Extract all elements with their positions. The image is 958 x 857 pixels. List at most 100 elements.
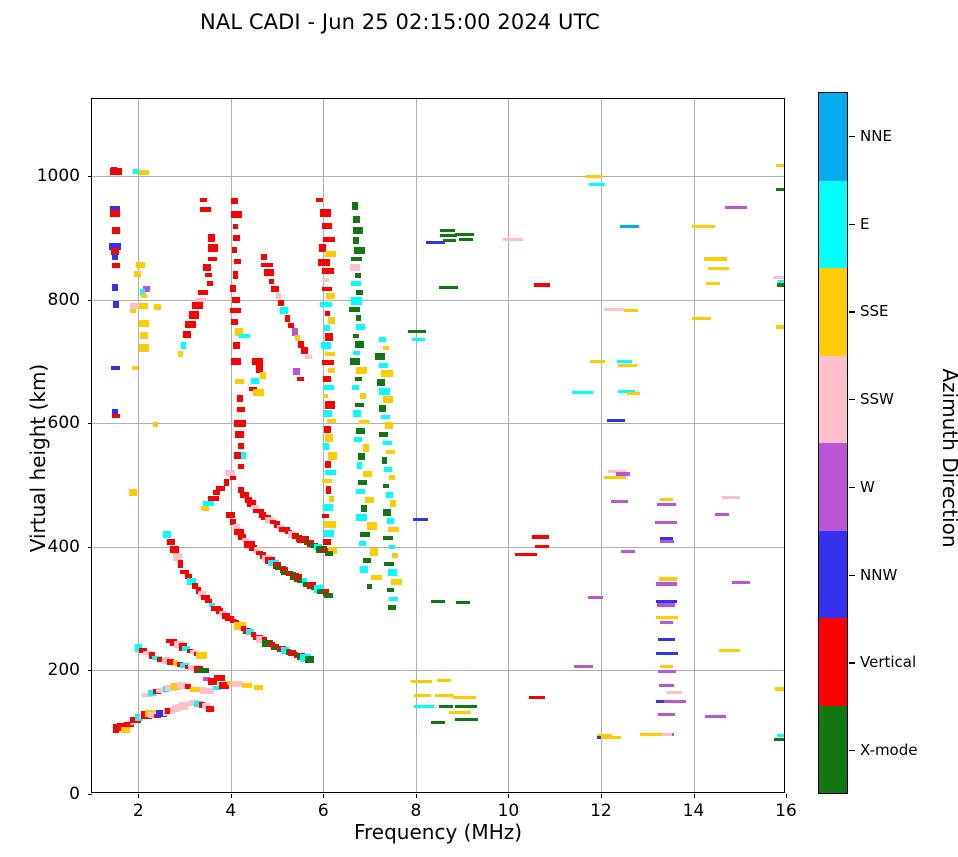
echo-marker xyxy=(573,665,594,669)
echo-marker xyxy=(601,735,621,739)
echo-marker xyxy=(381,456,388,464)
echo-marker xyxy=(222,613,231,619)
echo-marker xyxy=(239,492,250,499)
horizontal-gridline xyxy=(92,299,784,301)
echo-marker xyxy=(355,315,361,322)
echo-marker xyxy=(254,685,264,691)
echo-marker xyxy=(379,387,390,395)
echo-marker xyxy=(139,332,148,339)
echo-marker xyxy=(391,552,399,559)
echo-marker xyxy=(588,595,603,600)
horizontal-gridline xyxy=(92,670,784,672)
echo-marker xyxy=(354,272,362,278)
echo-marker xyxy=(238,442,244,449)
echo-marker xyxy=(182,331,191,338)
echo-marker xyxy=(252,508,265,514)
echo-marker xyxy=(250,505,260,510)
echo-marker xyxy=(321,222,333,229)
x-tick-mark xyxy=(786,794,787,798)
echo-marker xyxy=(731,581,750,585)
colorbar-band-ssw xyxy=(819,355,847,443)
echo-marker xyxy=(148,689,157,696)
echo-marker xyxy=(208,244,219,252)
echo-marker xyxy=(279,307,289,315)
echo-marker xyxy=(112,409,119,416)
echo-marker xyxy=(170,683,182,690)
echo-marker xyxy=(324,521,337,528)
echo-marker xyxy=(232,235,240,241)
echo-marker xyxy=(195,586,202,594)
echo-marker xyxy=(354,437,362,442)
echo-marker xyxy=(659,540,674,544)
echo-marker xyxy=(775,687,784,691)
echo-marker xyxy=(325,310,331,317)
echo-marker xyxy=(355,402,364,407)
echo-marker xyxy=(141,692,153,698)
echo-marker xyxy=(442,238,456,243)
echo-marker xyxy=(230,285,237,293)
echo-marker xyxy=(284,314,290,322)
echo-marker xyxy=(322,268,334,275)
echo-marker xyxy=(199,207,211,212)
echo-marker xyxy=(237,394,243,403)
echo-marker xyxy=(358,479,368,486)
echo-marker xyxy=(389,500,396,508)
echo-marker xyxy=(292,368,301,375)
echo-marker xyxy=(208,256,217,262)
echo-marker xyxy=(655,651,678,655)
y-tick-label: 600 xyxy=(47,413,80,434)
colorbar-tick xyxy=(849,223,855,225)
echo-marker xyxy=(153,304,162,311)
echo-marker xyxy=(657,670,676,674)
echo-marker xyxy=(352,333,359,338)
echo-marker xyxy=(153,421,159,428)
echo-marker xyxy=(248,544,258,552)
echo-marker xyxy=(140,289,146,296)
echo-marker xyxy=(143,285,150,292)
echo-marker xyxy=(143,651,152,656)
echo-marker xyxy=(659,498,674,502)
echo-marker xyxy=(234,622,246,630)
echo-marker xyxy=(354,376,362,382)
x-tick-label: 16 xyxy=(775,801,797,821)
echo-marker xyxy=(355,513,367,521)
echo-marker xyxy=(323,376,331,382)
echo-marker xyxy=(201,506,210,512)
echo-marker xyxy=(328,367,336,373)
vertical-gridline xyxy=(508,99,510,792)
echo-marker xyxy=(234,451,245,460)
echo-marker xyxy=(370,548,379,556)
echo-marker xyxy=(225,616,235,621)
echo-marker xyxy=(534,545,549,549)
echo-marker xyxy=(302,577,308,586)
echo-marker xyxy=(435,693,454,697)
echo-marker xyxy=(325,293,335,300)
echo-marker xyxy=(425,241,446,245)
echo-marker xyxy=(113,301,119,309)
echo-marker xyxy=(205,705,214,713)
echo-marker xyxy=(353,350,361,356)
x-tick-label: 2 xyxy=(132,801,144,821)
colorbar-band-nne xyxy=(819,93,847,181)
colorbar-title: Azimuth Direction xyxy=(938,368,958,548)
echo-marker xyxy=(129,308,136,313)
echo-marker xyxy=(431,720,445,724)
echo-marker xyxy=(777,734,784,738)
colorbar xyxy=(818,92,848,794)
echo-marker xyxy=(288,323,294,329)
echo-marker xyxy=(212,685,222,690)
echo-marker xyxy=(233,528,245,536)
echo-marker xyxy=(213,674,225,682)
echo-marker xyxy=(620,550,636,554)
echo-marker xyxy=(109,243,121,250)
echo-marker xyxy=(383,536,393,541)
echo-marker xyxy=(382,484,390,489)
x-tick-label: 8 xyxy=(410,801,422,821)
echo-marker xyxy=(180,663,189,668)
echo-marker xyxy=(239,333,250,338)
echo-marker xyxy=(234,378,244,384)
echo-marker xyxy=(229,519,237,526)
echo-marker xyxy=(264,269,274,276)
echo-marker xyxy=(355,324,365,330)
echo-marker xyxy=(439,233,457,238)
